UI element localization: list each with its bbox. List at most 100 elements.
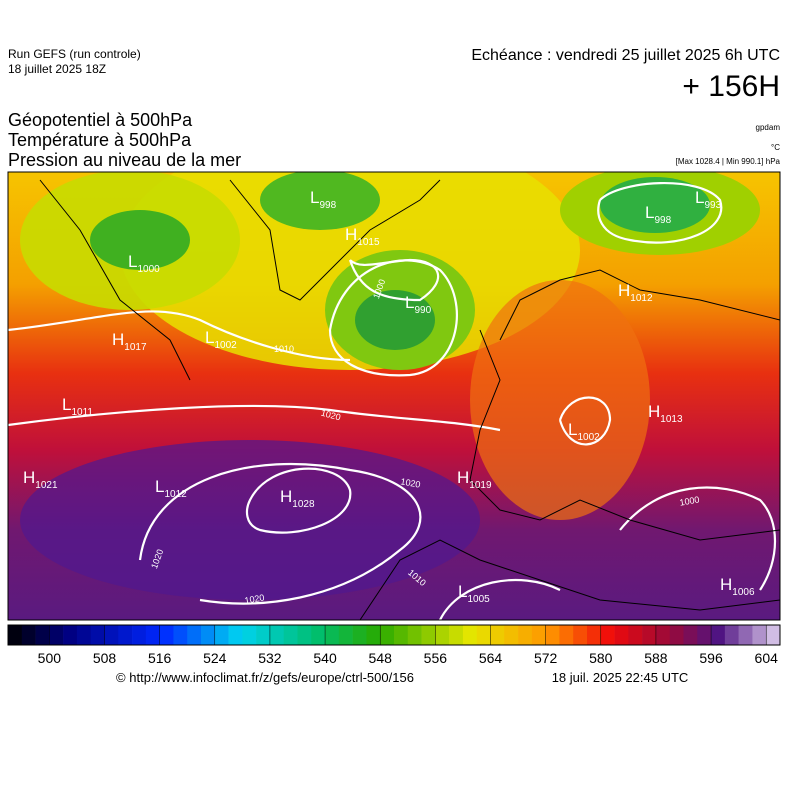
colorbar-cell: [352, 625, 367, 645]
centre-kind: L: [405, 293, 414, 312]
centre-value: 1021: [35, 480, 58, 491]
field: [355, 290, 435, 350]
colorbar-cell: [642, 625, 657, 645]
centre-kind: L: [458, 582, 467, 601]
pressure-centre: H1019: [457, 468, 492, 491]
colorbar-cell: [407, 625, 422, 645]
pressure-centre: H1013: [648, 402, 683, 425]
colorbar-cell: [614, 625, 629, 645]
centre-kind: H: [648, 402, 660, 421]
centre-value: 1012: [630, 293, 653, 304]
map-frame: [7, 171, 781, 621]
colorbar-cell: [325, 625, 340, 645]
isobars: [8, 182, 776, 620]
run-date: 18 juillet 2025 18Z: [8, 62, 106, 76]
colorbar-tick-label: 500: [38, 650, 62, 666]
generated: 18 juil. 2025 22:45 UTC: [552, 670, 689, 685]
centre-value: 1000: [137, 264, 160, 275]
colorbar-cell: [435, 625, 450, 645]
colorbar-cell: [63, 625, 78, 645]
colorbar-tick-label: 556: [424, 650, 448, 666]
colorbar-cell: [35, 625, 50, 645]
colorbar-frame: [7, 624, 781, 646]
colorbar-cell: [297, 625, 312, 645]
isobar-label: 1020: [400, 476, 421, 489]
colorbar-cell: [421, 625, 436, 645]
colorbar-cell: [669, 625, 684, 645]
colorbar-cell: [187, 625, 202, 645]
pressure-centre: L1005: [458, 582, 490, 605]
field: [90, 210, 190, 270]
centre-kind: H: [280, 487, 292, 506]
pressure-centre: L998: [310, 188, 337, 211]
field: [470, 280, 650, 520]
colorbar-cell: [256, 625, 271, 645]
colorbar-cell: [201, 625, 216, 645]
colorbar-cell: [118, 625, 133, 645]
colorbar-cell: [283, 625, 298, 645]
centre-kind: H: [457, 468, 469, 487]
centre-value: 1028: [292, 499, 315, 510]
colorbar-cell: [159, 625, 174, 645]
centre-kind: L: [645, 203, 654, 222]
colorbar-cell: [559, 625, 574, 645]
colorbar-cell: [242, 625, 257, 645]
pressure-centre: L1011: [62, 395, 93, 418]
colorbar: 500 508 516 524 532 540 548 556 564 572 580 588 596 6…: [7, 624, 781, 666]
colorbar-cell: [462, 625, 478, 645]
colorbar-cell: [49, 625, 64, 645]
centre-value: 1006: [732, 587, 755, 598]
colorbar-cell: [724, 625, 739, 645]
colorbar-cell: [76, 625, 92, 645]
colorbar-cell: [8, 625, 23, 645]
unit: gpdam: [756, 123, 781, 132]
isobar-label: 1010: [274, 344, 294, 354]
pressure-centre: H1006: [720, 575, 755, 598]
pressure-centre: H1015: [345, 225, 380, 248]
colorbar-cell: [738, 625, 753, 645]
pressure-centre: H1021: [23, 468, 58, 491]
pressure-centre: H1028: [280, 487, 315, 510]
colorbar-cell: [628, 625, 643, 645]
colorbar-cell: [311, 625, 326, 645]
colorbar-cell: [600, 625, 615, 645]
centre-value: 993: [704, 200, 721, 211]
centre-value: 1013: [660, 414, 683, 425]
field: [260, 172, 380, 230]
field: [600, 177, 710, 233]
unit: °C: [771, 143, 780, 152]
centre-kind: L: [568, 420, 577, 439]
colorbar-cell: [380, 625, 395, 645]
centre-value: 990: [414, 305, 431, 316]
colorbar-cell: [338, 625, 353, 645]
colorbar-cell: [145, 625, 160, 645]
unit: [Max 1028.4 | Min 990.1] hPa: [676, 157, 781, 166]
pressure-centre: L1000: [128, 252, 160, 275]
centre-kind: H: [112, 330, 124, 349]
colorbar-cell: [21, 625, 36, 645]
pressure-centre: L1002: [205, 328, 237, 351]
centre-kind: H: [618, 281, 630, 300]
centre-kind: L: [205, 328, 214, 347]
colorbar-tick-label: 532: [258, 650, 282, 666]
colorbar-cell: [132, 625, 147, 645]
colorbar-cell: [518, 625, 533, 645]
colorbar-cell: [476, 625, 491, 645]
source: © http://www.infoclimat.fr/z/gefs/europe…: [116, 670, 414, 685]
colorbar-tick-label: 596: [699, 650, 723, 666]
colorbar-cell: [711, 625, 726, 645]
centre-value: 1011: [71, 407, 93, 418]
colorbar-tick-label: 572: [534, 650, 558, 666]
centre-kind: L: [310, 188, 319, 207]
colorbar-tick-label: 580: [589, 650, 613, 666]
pressure-centre: H1017: [112, 330, 147, 353]
pressure-centre: L1002: [568, 420, 600, 443]
isobar-label: 1020: [244, 592, 265, 605]
centre-value: 998: [654, 215, 671, 226]
colorbar-cell: [766, 625, 781, 645]
colorbar-tick-label: 548: [369, 650, 393, 666]
colorbar-cell: [104, 625, 119, 645]
colorbar-cell: [394, 625, 409, 645]
colorbar-tick-label: 524: [203, 650, 227, 666]
